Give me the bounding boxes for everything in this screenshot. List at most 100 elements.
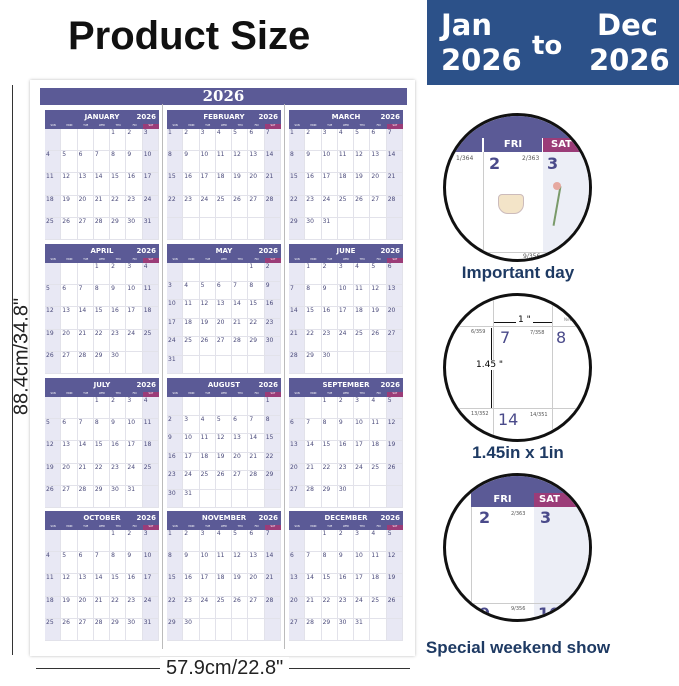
day-cell: 1 [167,530,184,553]
day-cell: 15 [167,574,184,597]
weekday-label: THU [110,258,127,263]
day-count: 7/358 [530,330,545,336]
day-cell: 13 [289,441,306,464]
weekday-label: TUE [199,124,216,129]
day-cell: 27 [248,596,265,619]
day-cell: 31 [142,217,159,240]
day-cell: 4 [45,552,62,575]
day-cell: 31 [126,485,143,508]
day-cell: 31 [321,217,338,240]
month-april: APRIL 2026 SUN MON TUE WED THU FRI SAT 1 2 3 4 5 6 7 8 9 1… [45,244,159,374]
day-cell: 17 [354,574,371,597]
day-cell: 25 [142,463,159,486]
weekday-label: TUE [321,392,338,397]
day-cell: 18 [45,596,62,619]
day-cell: 28 [386,195,403,218]
day-cell: 22 [110,195,127,218]
day-cell: 11 [183,300,200,319]
weekday-label: SAT [386,392,403,397]
day-cell: 16 [337,441,355,464]
day-cell: 1 [264,397,281,416]
day-cell: 28 [264,195,281,218]
day-cell: 16 [337,574,355,597]
day-cell: 25 [370,596,387,619]
weekday-label: MON [61,124,78,129]
weekday-label: THU [232,124,249,129]
day-cell: 19 [45,329,62,352]
day-cell: 27 [370,195,387,218]
from-month: Jan [441,8,493,42]
day-number: 14 [498,410,519,429]
month-year: 2026 [258,514,278,522]
day-cell: 10 [167,300,184,319]
day-cell: 18 [370,441,387,464]
day-cell: 25 [142,329,159,352]
day-cell: 9 [183,151,200,174]
day-cell: 2 [337,397,355,420]
weekday-label: FRI [370,258,387,263]
day-cell: 29 [93,351,111,374]
day-cell: 2 [183,530,200,553]
day-cell: 10 [354,419,371,442]
weekday-label: WED [337,392,355,397]
day-cell: 18 [142,441,159,464]
weekday-label: SAT [264,258,281,263]
weekday-label: THU [110,124,127,129]
day-cell: 8 [289,151,306,174]
day-cell: 19 [386,441,403,464]
day-cell: 4 [199,415,216,434]
weekday-label: THU [232,525,249,530]
day-grid: 1 2 3 4 5 6 7 8 9 10 11 12 13 14 15 16 17 18 19 20 21 22 23 24 2… [45,129,159,240]
weekday-label: FRI [248,258,265,263]
weekday-row: SUN MON TUE WED THU FRI SAT [45,124,159,129]
day-cell: 28 [77,351,94,374]
day-cell [354,217,371,240]
day-cell: 8 [167,151,184,174]
weekday-label: THU [354,392,371,397]
day-cell: 1 [321,397,338,420]
day-cell: 7 [305,419,322,442]
day-cell: 3 [142,530,159,553]
day-cell [305,397,322,420]
weekday-label: WED [215,124,233,129]
day-cell: 8 [93,285,111,308]
day-cell: 20 [215,318,233,337]
day-cell: 10 [354,552,371,575]
weekday-label: MON [305,258,322,263]
day-cell: 16 [110,307,127,330]
fri-header: FRI [471,493,534,507]
day-cell: 20 [248,574,265,597]
weekday-label: WED [93,525,111,530]
weekday-label: SUN [167,525,184,530]
day-cell: 28 [248,471,265,490]
day-cell: 19 [61,195,78,218]
day-cell: 5 [45,419,62,442]
day-cell: 31 [167,355,184,374]
day-cell [77,129,94,152]
day-cell: 10 [199,151,216,174]
weekday-label: FRI [126,392,143,397]
day-cell: 31 [354,618,371,641]
day-cell [167,217,184,240]
day-cell: 26 [45,351,62,374]
weekday-label: SUN [167,392,184,397]
day-grid: 1 2 3 4 5 6 7 8 9 10 11 12 13 14 15 16 17 18 19 20 21 22 23 24 2… [167,530,281,641]
day-cell: 1 [110,530,127,553]
weekday-label: SAT [264,392,281,397]
day-cell: 12 [45,441,62,464]
day-cell: 26 [386,463,403,486]
day-cell: 30 [126,217,143,240]
day-cell: 3 [183,415,200,434]
day-cell: 3 [354,397,371,420]
day-cell: 13 [289,574,306,597]
day-cell [61,129,78,152]
month-name: DECEMBER [324,514,368,522]
day-cell: 14 [264,151,281,174]
day-cell: 24 [199,596,216,619]
day-cell: 10 [183,434,200,453]
day-grid: 1 2 3 4 5 6 7 8 9 10 11 12 13 14 15 16 17 18 19 20 21 22 23 24 2… [45,263,159,374]
day-count: 1/364 [456,155,474,162]
month-name: AUGUST [207,381,241,389]
day-cell: 13 [248,151,265,174]
day-cell: 18 [142,307,159,330]
